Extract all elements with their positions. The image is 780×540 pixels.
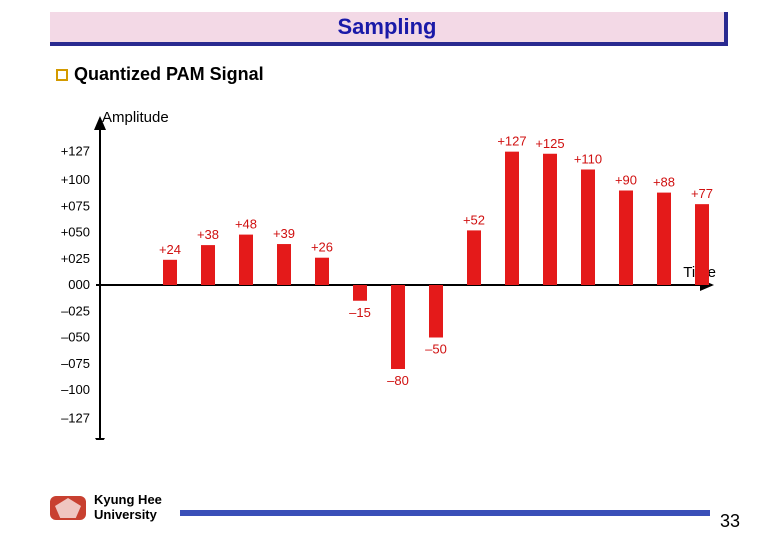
svg-text:+52: +52: [463, 212, 485, 227]
svg-text:+26: +26: [311, 240, 333, 255]
svg-text:–50: –50: [425, 342, 447, 357]
university-line1: Kyung Hee: [94, 492, 162, 507]
svg-text:+90: +90: [615, 173, 637, 188]
svg-text:+110: +110: [574, 152, 602, 167]
svg-text:+025: +025: [61, 251, 90, 266]
university-logo-icon: [50, 496, 86, 520]
university-name: Kyung Hee University: [94, 493, 162, 523]
title-bar: Sampling: [50, 12, 728, 46]
svg-text:+48: +48: [235, 217, 257, 232]
svg-text:+88: +88: [653, 175, 675, 190]
svg-text:+075: +075: [61, 198, 90, 213]
university-line2: University: [94, 507, 157, 522]
svg-text:–15: –15: [349, 305, 371, 320]
svg-text:+77: +77: [691, 186, 713, 201]
svg-text:+39: +39: [273, 226, 295, 241]
chart-area: +127 +100 +075 +050 +025 000 –025 –050 –075 –100 –…: [40, 110, 730, 440]
svg-text:Amplitude: Amplitude: [102, 110, 169, 126]
svg-text:+050: +050: [61, 225, 90, 240]
svg-text:+38: +38: [197, 227, 219, 242]
bullet-icon: [56, 69, 68, 81]
page-title: Sampling: [337, 14, 436, 40]
svg-text:–80: –80: [387, 373, 409, 388]
svg-text:–127: –127: [61, 410, 90, 425]
chart-svg: +127 +100 +075 +050 +025 000 –025 –050 –075 –100 –…: [40, 110, 730, 440]
subtitle-row: Quantized PAM Signal: [56, 64, 264, 85]
svg-text:+127: +127: [61, 144, 90, 159]
svg-text:+127: +127: [497, 134, 526, 149]
svg-text:+100: +100: [61, 172, 90, 187]
svg-text:–025: –025: [61, 303, 90, 318]
page-number: 33: [720, 511, 740, 532]
svg-text:–100: –100: [61, 382, 90, 397]
svg-text:+24: +24: [159, 242, 181, 257]
svg-text:+125: +125: [535, 136, 564, 151]
footer: Kyung Hee University 33: [50, 490, 740, 526]
footer-divider: [180, 510, 710, 516]
svg-text:–050: –050: [61, 330, 90, 345]
svg-text:–075: –075: [61, 356, 90, 371]
svg-text:000: 000: [68, 277, 90, 292]
subtitle: Quantized PAM Signal: [74, 64, 264, 85]
